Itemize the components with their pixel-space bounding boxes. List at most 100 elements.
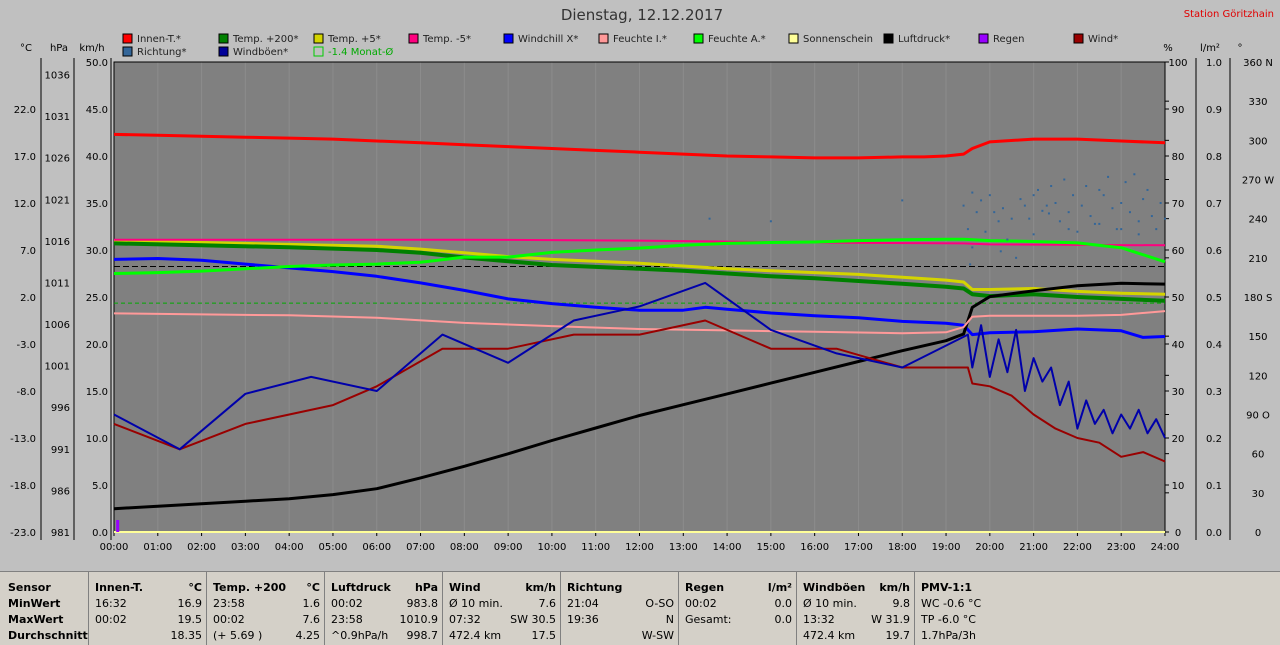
direction-point	[988, 194, 991, 197]
series-group	[113, 132, 1166, 533]
summary-cell-label: 07:32	[449, 613, 481, 626]
direction-point	[993, 211, 996, 214]
summary-table: Sensor MinWert MaxWert Durchschnitt Inne…	[0, 571, 1280, 645]
summary-unit: hPa	[414, 581, 438, 594]
direction-tick-label: 270 W	[1242, 176, 1274, 187]
summary-row: W-SW	[567, 628, 674, 644]
direction-point	[1150, 215, 1153, 218]
summary-cell-label: 23:58	[331, 613, 363, 626]
summary-cell-label: 472.4 km	[803, 629, 856, 642]
summary-cell-label: 00:02	[95, 613, 127, 626]
direction-scatter	[708, 173, 1166, 266]
summary-cell-value: 983.8	[406, 597, 439, 610]
summary-cell-label: Ø 10 min.	[449, 597, 503, 610]
summary-unit: l/m²	[767, 581, 792, 594]
direction-point	[1045, 204, 1048, 207]
direction-point	[1137, 220, 1140, 223]
direction-tick-label: 90 O	[1246, 411, 1270, 422]
summary-row: 13:32 W 31.9	[803, 612, 910, 628]
legend-label: Richtung*	[137, 47, 187, 58]
summary-row: 472.4 km 17.5	[449, 628, 556, 644]
legend-swatch	[313, 33, 324, 44]
summary-unit: °C	[306, 581, 320, 594]
summary-cell-label: 00:02	[331, 597, 363, 610]
direction-point	[1054, 202, 1057, 204]
chart-title: Dienstag, 12.12.2017	[561, 6, 723, 24]
temp-unit: °C	[20, 43, 32, 54]
summary-row: 1.7hPa/3h	[921, 628, 1028, 644]
pressure-tick-label: 986	[51, 486, 70, 497]
direction-point	[1058, 220, 1061, 223]
summary-cell-value: 7.6	[538, 597, 557, 610]
x-tick-label: 20:00	[975, 542, 1004, 553]
rain-tick-label: 0.5	[1206, 293, 1222, 304]
legend-item: Temp. -5*	[408, 33, 471, 45]
summary-row: 00:02 7.6	[213, 612, 320, 628]
percent-tick-label: 10	[1172, 481, 1185, 492]
direction-point	[969, 263, 972, 266]
weather-chart: Dienstag, 12.12.2017 Station Göritzhain …	[10, 6, 1275, 553]
direction-point	[1146, 188, 1149, 191]
summary-cell-label: WC -0.6 °C	[921, 597, 982, 610]
pressure-tick-label: 1011	[45, 278, 70, 289]
direction-point	[1037, 188, 1040, 191]
x-tick-label: 23:00	[1107, 542, 1136, 553]
legend-swatch	[218, 33, 229, 44]
speed-tick-label: 20.0	[86, 340, 108, 351]
legend-label: Windböen*	[233, 47, 288, 58]
legend-swatch	[503, 33, 514, 44]
x-tick-label: 07:00	[406, 542, 435, 553]
legend-swatch	[598, 33, 609, 44]
direction-point	[1089, 215, 1092, 218]
direction-point	[999, 250, 1002, 253]
direction-point	[1164, 217, 1166, 220]
summary-row: 23:58 1010.9	[331, 612, 438, 628]
direction-point	[1072, 194, 1075, 197]
speed-tick-label: 35.0	[86, 199, 108, 210]
temp-tick-label: 2.0	[20, 293, 36, 304]
summary-sensor-name: Innen-T.	[95, 581, 144, 594]
summary-cell-label: 21:04	[567, 597, 599, 610]
direction-tick-label: 240	[1248, 215, 1267, 226]
x-tick-label: 03:00	[231, 542, 260, 553]
direction-point	[1120, 228, 1123, 231]
legend-swatch	[122, 33, 133, 44]
pressure-tick-label: 996	[51, 403, 70, 414]
percent-tick-label: 90	[1172, 105, 1185, 116]
summary-row: 472.4 km 19.7	[803, 628, 910, 644]
direction-point	[975, 211, 978, 214]
row-label-min: MinWert	[8, 597, 61, 610]
summary-cell-label: TP -6.0 °C	[921, 613, 976, 626]
direction-point	[1080, 204, 1083, 207]
temp-tick-label: -18.0	[10, 481, 36, 492]
direction-point	[1093, 222, 1096, 225]
summary-panel: Windböen km/h Ø 10 min. 9.8 13:32 W 31.9 472.4…	[796, 572, 914, 645]
summary-cell-value: 4.25	[295, 629, 321, 642]
summary-cell-value: 1010.9	[399, 613, 439, 626]
speed-tick-label: 15.0	[86, 387, 108, 398]
summary-cell-label: 23:58	[213, 597, 245, 610]
summary-sensor-name: Richtung	[567, 581, 623, 594]
series-line	[113, 281, 1166, 511]
summary-panel-head: Luftdruck hPa	[331, 580, 438, 596]
legend-swatch	[1073, 33, 1084, 44]
direction-point	[1098, 222, 1101, 225]
legend-label: Innen-T.*	[137, 34, 181, 45]
rain-marker	[116, 520, 120, 532]
summary-cell-value: 19.7	[885, 629, 911, 642]
summary-sensor-name: Luftdruck	[331, 581, 391, 594]
rain-unit: l/m²	[1200, 43, 1220, 54]
summary-panel: Innen-T. °C 16:32 16.9 00:02 19.5 18.35	[88, 572, 206, 645]
summary-panel-head: Windböen km/h	[803, 580, 910, 596]
speed-tick-label: 30.0	[86, 246, 108, 257]
legend-label: Regen	[993, 34, 1025, 45]
legend-item: Sonnenschein	[788, 33, 873, 45]
pressure-tick-label: 1026	[45, 154, 70, 165]
direction-point	[1115, 228, 1118, 231]
summary-panel-head: Innen-T. °C	[95, 580, 202, 596]
temp-tick-label: -3.0	[16, 340, 36, 351]
temp-tick-label: 12.0	[14, 199, 36, 210]
summary-cell-label: 1.7hPa/3h	[921, 629, 977, 642]
summary-cell-value: W-SW	[641, 629, 674, 642]
percent-tick-label: 20	[1172, 434, 1185, 445]
